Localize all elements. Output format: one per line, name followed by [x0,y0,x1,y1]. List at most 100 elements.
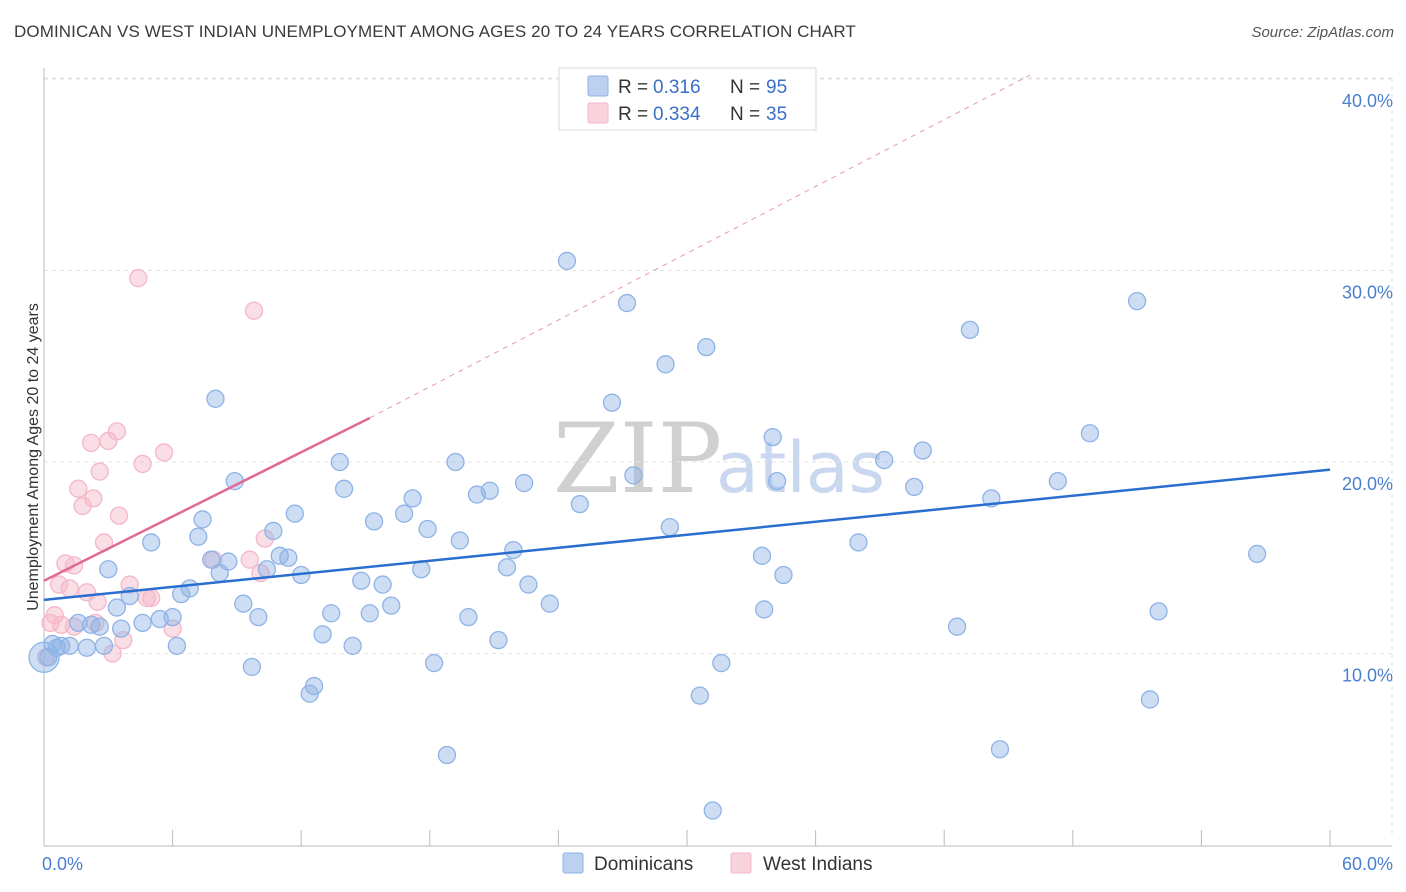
dominicans-point [656,355,675,374]
west-indians-point [109,506,129,525]
dominicans-point [1140,690,1160,709]
dominicans-point [322,604,341,623]
watermark: ZIP atlas [553,403,885,515]
dominicans-point [767,471,787,491]
legend-r-label: R = [618,104,648,125]
dominicans-point [519,575,538,594]
dominicans-point [279,548,298,567]
dominicans-point [570,494,589,514]
dominicans-point [90,617,109,636]
dominicans-point [264,521,283,541]
dominicans-point [28,641,60,673]
legend: R = 0.316 N = 95 R = 0.334 N = 35 [558,67,817,131]
dominicans-point [990,740,1010,759]
west-indians-point [84,489,103,508]
bottom-legend-swatch-west-indians [730,852,752,874]
west-indians-trend-line [43,416,371,582]
dominicans-point [382,596,401,615]
west-indians-point [90,462,109,481]
dominicans-point [1127,291,1147,311]
west-indians-point [142,588,161,608]
dominicans-point [514,473,534,493]
dominicans-point [249,607,268,627]
dominicans-point [242,657,262,677]
y-tick-label: 40.0% [1342,91,1393,111]
dominicans-point [1247,544,1267,564]
dominicans-point [660,517,680,537]
dominicans-point [752,546,772,565]
dominicans-point [557,251,577,271]
dominicans-point [774,565,793,585]
dominicans-point [403,489,422,508]
dominicans-point [234,594,253,613]
dominicans-point [602,393,622,412]
west-indians-trend-extension [369,74,1031,419]
dominicans-point [343,636,362,655]
dominicans-point [180,579,199,598]
dominicans-point [755,600,774,619]
legend-swatch-dominicans [587,75,609,97]
dominicans-point [905,477,924,497]
dominicans-point [219,552,238,571]
west-indians-point [133,454,152,474]
dominicans-point [360,604,379,623]
bottom-legend-swatch-dominicans [562,852,584,874]
dominicans-point [960,320,980,340]
dominicans-point [437,745,457,765]
dominicans-point [206,389,225,408]
west-indians-point [107,422,127,441]
x-tick-label: 0.0% [42,854,83,874]
dominicans-point [373,575,392,594]
west-indians-point [114,630,133,650]
dominicans-point [418,519,437,539]
trend-lines [43,74,1331,602]
legend-swatch-west-indians [587,102,609,124]
dominicans-point [424,653,444,673]
dominicans-point [480,481,499,500]
dominicans-point [446,452,465,472]
west-indians-point [69,479,88,498]
dominicans-point [77,638,97,657]
y-tick-label: 30.0% [1342,283,1393,303]
dominicans-point [504,540,523,560]
west-indians-point [60,579,79,598]
dominicans-point [690,686,710,705]
dominicans-point [334,479,354,498]
x-tick-label: 60.0% [1342,854,1393,874]
dominicans-point [352,571,371,590]
chart-title: DOMINICAN VS WEST INDIAN UNEMPLOYMENT AM… [14,22,856,41]
dominicans-point [364,512,384,531]
y-tick-label: 20.0% [1342,474,1393,494]
source-credit: Source: ZipAtlas.com [1251,24,1394,41]
dominicans-point [133,613,152,633]
legend-n-label: N = [730,104,760,125]
dominicans-point [285,504,304,523]
dominicans-point [189,527,208,546]
west-indians-point [154,443,174,462]
dominicans-point [142,533,161,552]
dominicans-point [617,293,637,313]
dominicans-point [330,452,349,472]
dominicans-point [875,450,894,470]
dominicans-point [697,337,716,357]
dominicans-point [450,531,469,550]
dominicans-point [167,636,187,655]
y-tick-label: 10.0% [1342,666,1393,686]
watermark-atlas: atlas [716,427,885,509]
dominicans-point [60,636,79,655]
dominicans-trend-line [43,468,1331,602]
bottom-legend-west-indians: West Indians [763,854,872,875]
x-tick-labels: 0.0% 60.0% [42,854,1393,874]
dominicans-point [94,636,114,655]
dominicans-point [913,441,932,460]
legend-r-value-dominicans: 0.316 [653,77,701,98]
legend-n-label: N = [730,77,760,98]
dominicans-point [99,560,118,579]
dominicans-point [947,617,967,636]
legend-n-value-dominicans: 95 [766,77,787,98]
y-axis-label: Unemployment Among Ages 20 to 24 years [25,303,42,611]
dominicans-point [163,607,182,627]
west-indians-point [45,606,64,625]
west-indians-point [129,269,148,288]
dominicans-point [257,560,277,579]
